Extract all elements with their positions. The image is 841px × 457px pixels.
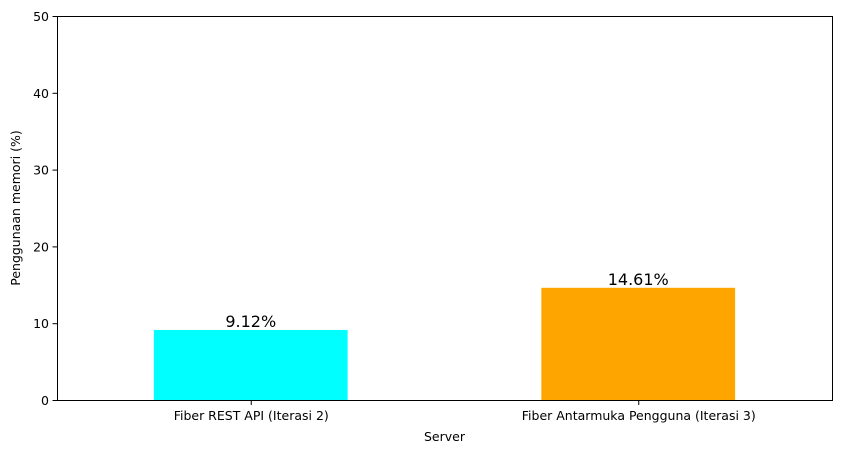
y-tick-label: 30 (33, 163, 49, 178)
y-tick-label: 20 (33, 239, 49, 254)
y-tick-label: 40 (33, 86, 49, 101)
y-axis-label: Penggunaan memori (%) (8, 130, 23, 286)
bar (541, 287, 736, 400)
bar-value-label: 9.12% (225, 312, 276, 331)
y-axis: 0 10 20 30 40 50 (33, 9, 58, 408)
y-tick-label: 50 (33, 9, 49, 24)
x-axis: Fiber REST API (Iterasi 2) Fiber Antarmuk… (174, 400, 756, 423)
data-labels-layer: 9.12% 14.61% (225, 270, 668, 331)
plot-area-frame (57, 16, 833, 401)
bar (153, 329, 348, 400)
bar-value-label: 14.61% (608, 270, 669, 289)
x-tick-label: Fiber Antarmuka Pengguna (Iterasi 3) (522, 408, 756, 423)
y-tick-label: 10 (33, 316, 49, 331)
y-tick-label: 0 (41, 393, 49, 408)
bars-layer (153, 287, 736, 400)
x-tick-label: Fiber REST API (Iterasi 2) (174, 408, 329, 423)
x-axis-label: Server (424, 429, 466, 444)
